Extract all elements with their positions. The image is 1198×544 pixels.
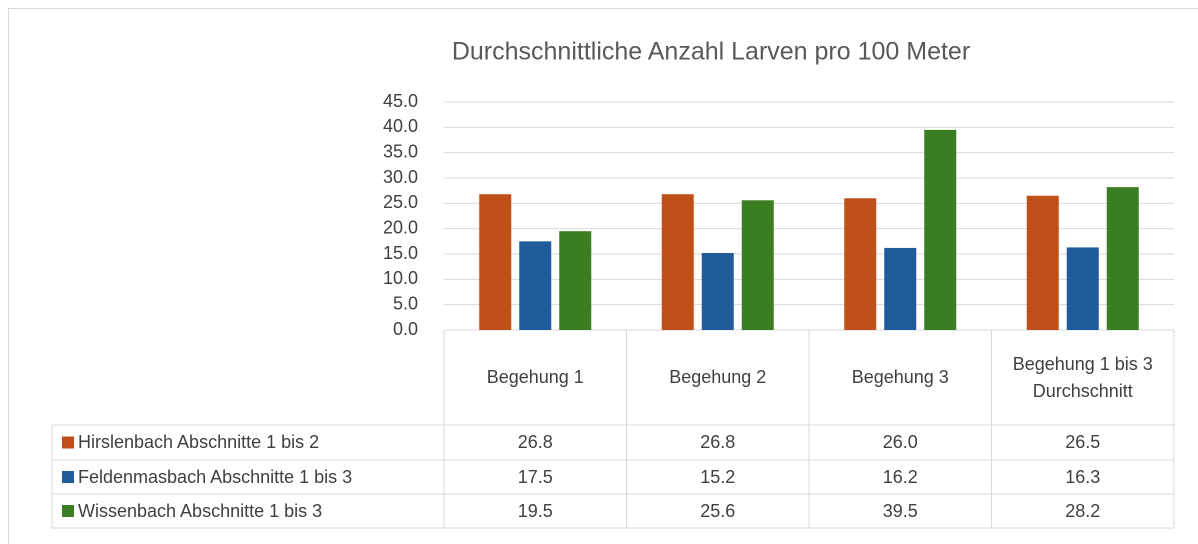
bar [884, 247, 917, 330]
y-tick-label: 40.0 [383, 116, 418, 136]
legend-key [62, 505, 74, 517]
bar [479, 194, 512, 330]
table-value: 28.2 [1065, 500, 1101, 521]
table-value: 16.2 [882, 466, 918, 487]
bar [559, 231, 592, 330]
legend-label: Wissenbach Abschnitte 1 bis 3 [78, 500, 323, 521]
bar [741, 200, 774, 330]
y-tick-label: 45.0 [383, 91, 418, 111]
table-value: 16.3 [1065, 466, 1101, 487]
legend-key [62, 471, 74, 483]
legend-key [62, 436, 74, 449]
bar [519, 241, 552, 330]
table-value: 39.5 [882, 500, 918, 521]
table-value: 19.5 [517, 500, 553, 521]
y-tick-label: 30.0 [383, 167, 418, 187]
table-value: 25.6 [700, 500, 736, 521]
bar [1066, 247, 1099, 330]
table-value: 26.8 [700, 432, 736, 452]
y-tick-label: 0.0 [393, 319, 418, 339]
bar [1026, 195, 1059, 330]
bar [1106, 187, 1139, 330]
table-value: 15.2 [700, 466, 736, 487]
category-label: Begehung 3 [851, 367, 949, 387]
y-tick-label: 20.0 [383, 217, 418, 237]
chart-title: Durchschnittliche Anzahl Larven pro 100 … [452, 38, 970, 66]
y-tick-label: 10.0 [383, 268, 418, 288]
table-value: 17.5 [517, 466, 553, 487]
chart-border [8, 8, 1198, 544]
y-tick-label: 15.0 [383, 243, 418, 263]
legend-label: Hirslenbach Abschnitte 1 bis 2 [78, 432, 320, 452]
table-value: 26.5 [1065, 432, 1101, 452]
category-label: Begehung 1 bis 3 Durchschnitt [1012, 353, 1153, 401]
y-tick-label: 35.0 [383, 141, 418, 161]
table-value: 26.0 [882, 432, 918, 452]
bar [661, 194, 694, 330]
bar [844, 198, 877, 330]
y-tick-label: 25.0 [383, 192, 418, 212]
legend-label: Feldenmasbach Abschnitte 1 bis 3 [78, 466, 353, 487]
bar [924, 129, 957, 330]
table-value: 26.8 [517, 432, 553, 452]
bar [701, 252, 734, 330]
category-label: Begehung 1 [486, 367, 584, 387]
y-tick-label: 5.0 [393, 293, 418, 313]
category-label: Begehung 2 [669, 367, 767, 387]
